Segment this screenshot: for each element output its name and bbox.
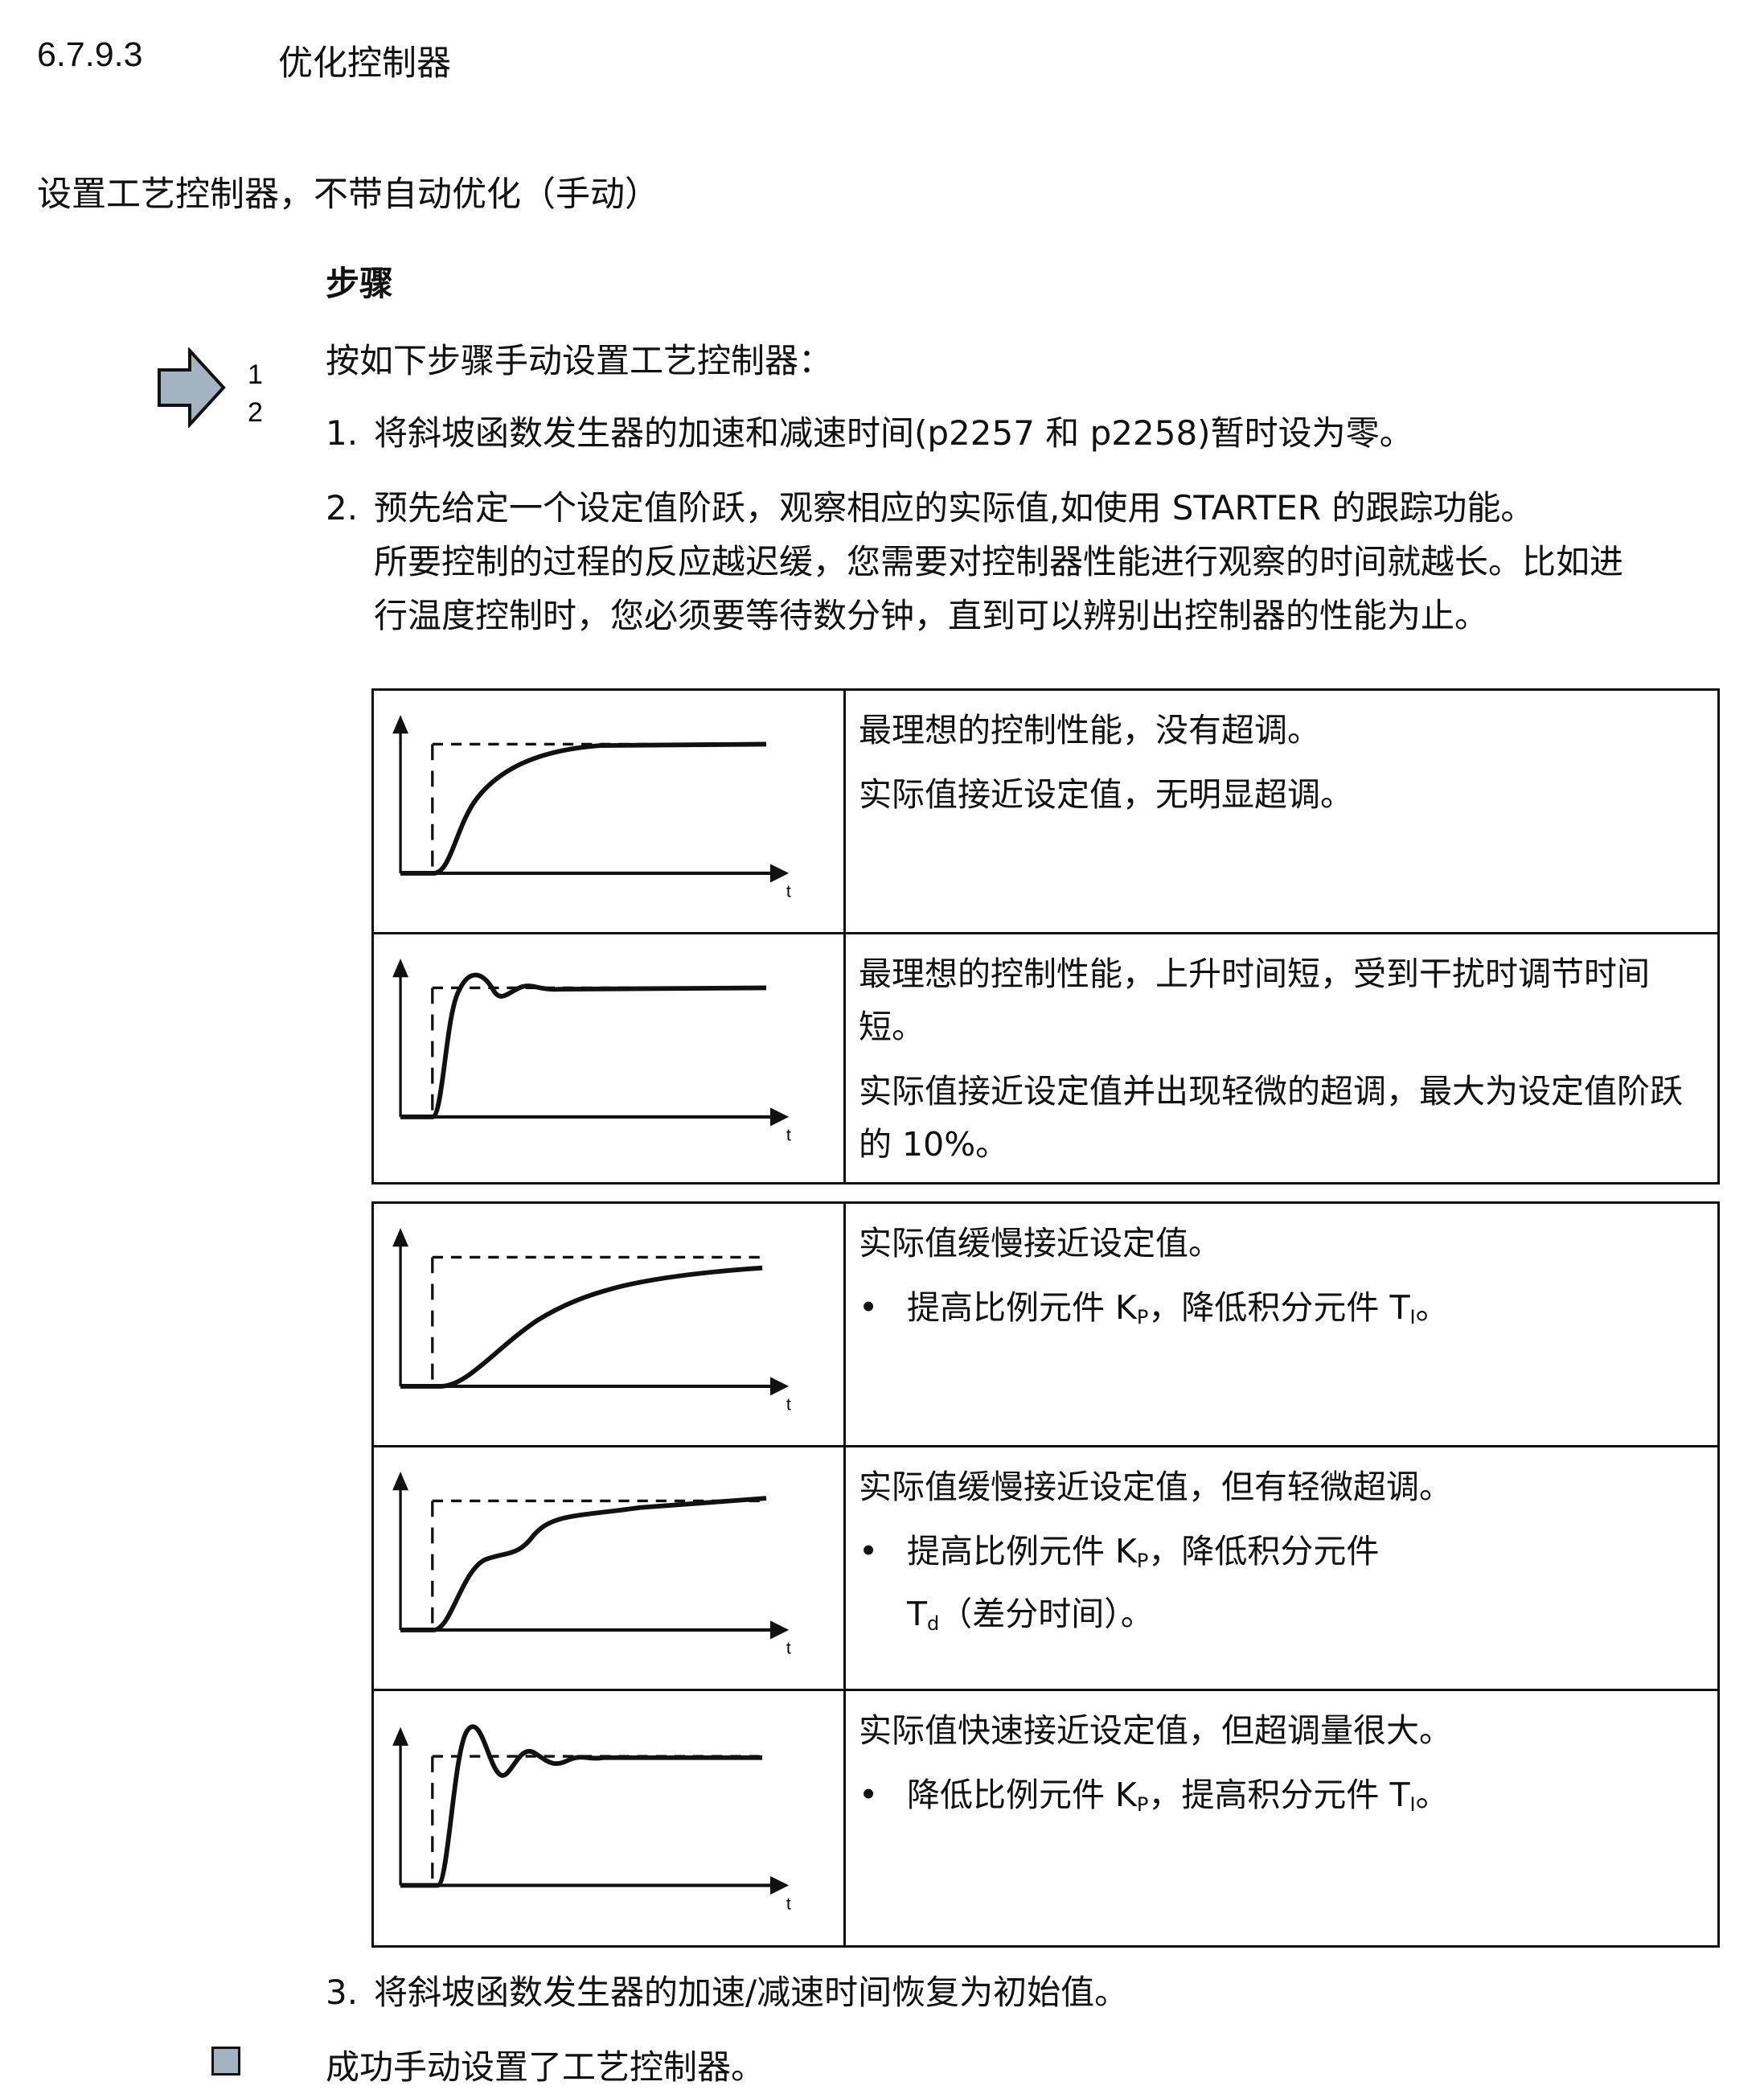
description-title: 最理想的控制性能，上升时间短，受到干扰时调节时间短。 [859, 955, 1650, 1046]
y-axis-arrow-icon [392, 715, 409, 734]
description-title: 最理想的控制性能，没有超调。 [859, 711, 1320, 749]
y-axis-arrow-icon [392, 959, 409, 978]
response-description: 实际值缓慢接近设定值。 • 提高比例元件 KP，降低积分元件 TI。 [843, 1201, 1720, 1447]
y-axis-arrow-icon [392, 1727, 409, 1746]
step-text: 将斜坡函数发生器的加速/减速时间恢复为初始值。 [374, 1973, 1129, 2012]
step-number: 2. [326, 488, 359, 528]
step-text: 行温度控制时，您必须要等待数分钟，直到可以辨别出控制器的性能为止。 [374, 596, 1489, 635]
step-1: 1. 将斜坡函数发生器的加速和减速时间(p2257 和 p2258)暂时设为零。 [326, 407, 1413, 460]
step-number: 1. [326, 413, 359, 453]
table-row: t 实际值快速接近设定值，但超调量很大。 • 降低比例元件 KP，提高积分元件 … [371, 1689, 1720, 1948]
response-curve [400, 1496, 767, 1632]
response-graph-fast-large-overshoot: t [371, 1689, 846, 1948]
x-axis-arrow-icon [770, 1875, 790, 1895]
procedure-result: 成功手动设置了工艺控制器。 [326, 2047, 765, 2087]
description-text: 实际值接近设定值，无明显超调。 [859, 775, 1353, 814]
step-text: 将斜坡函数发生器的加速和减速时间(p2257 和 p2258)暂时设为零。 [374, 413, 1413, 453]
table-row: t 实际值缓慢接近设定值。 • 提高比例元件 KP，降低积分元件 TI。 [371, 1201, 1720, 1447]
x-axis-arrow-icon [770, 864, 790, 883]
icon-number-1: 1 [248, 359, 263, 390]
step-2: 2. 预先给定一个设定值阶跃，观察相应的实际值,如使用 STARTER 的跟踪功… [326, 482, 1623, 635]
step-number: 3. [326, 1973, 359, 2012]
response-curve [400, 972, 767, 1119]
icon-number-2: 2 [248, 397, 263, 428]
step-text: 预先给定一个设定值阶跃，观察相应的实际值,如使用 STARTER 的跟踪功能。 [374, 488, 1535, 528]
time-axis-label: t [786, 1639, 791, 1658]
response-description: 最理想的控制性能，上升时间短，受到干扰时调节时间短。 实际值接近设定值并出现轻微… [843, 932, 1720, 1185]
response-graph-ideal-slight-overshoot: t [371, 932, 846, 1185]
response-description: 实际值缓慢接近设定值，但有轻微超调。 • 提高比例元件 KP，降低积分元件 Td（… [843, 1445, 1720, 1691]
response-description: 最理想的控制性能，没有超调。 实际值接近设定值，无明显超调。 [843, 688, 1720, 934]
response-graph-ideal-no-overshoot: t [371, 688, 846, 934]
response-graph-slow-slight-overshoot: t [371, 1445, 846, 1691]
response-curve [400, 741, 767, 876]
procedure-heading: 步骤 [326, 264, 394, 303]
section-number: 6.7.9.3 [37, 35, 143, 74]
step-text: 所要控制的过程的反应越迟缓，您需要对控制器性能进行观察的时间就越长。比如进 [374, 542, 1624, 581]
x-axis-arrow-icon [770, 1107, 790, 1127]
y-axis-arrow-icon [392, 1228, 409, 1247]
time-axis-label: t [786, 1126, 791, 1145]
response-graph-slow: t [371, 1201, 846, 1447]
section-title: 优化控制器 [278, 44, 451, 83]
y-axis-arrow-icon [392, 1472, 409, 1491]
steps-arrow-icon: 1 2 [158, 347, 270, 428]
response-description: 实际值快速接近设定值，但超调量很大。 • 降低比例元件 KP，提高积分元件 TI… [843, 1689, 1720, 1948]
time-axis-label: t [786, 1894, 791, 1913]
description-title: 实际值快速接近设定值，但超调量很大。 [859, 1711, 1452, 1750]
tuning-advice: • 提高比例元件 KP，降低积分元件 Td（差分时间）。 [859, 1532, 1380, 1635]
response-curve [400, 1265, 763, 1389]
response-curve [400, 1724, 763, 1888]
tuning-advice: • 降低比例元件 KP，提高积分元件 TI。 [859, 1776, 1449, 1816]
table-row: t 最理想的控制性能，没有超调。 实际值接近设定值，无明显超调。 [371, 688, 1720, 934]
description-title: 实际值缓慢接近设定值，但有轻微超调。 [859, 1468, 1452, 1506]
x-axis-arrow-icon [770, 1377, 790, 1396]
step-3: 3. 将斜坡函数发生器的加速/减速时间恢复为初始值。 [326, 1966, 1128, 2019]
description-title: 实际值缓慢接近设定值。 [859, 1224, 1221, 1263]
time-axis-label: t [786, 882, 791, 901]
response-table-tuning: t 实际值缓慢接近设定值。 • 提高比例元件 KP，降低积分元件 TI。 t 实… [371, 1201, 1720, 1948]
tuning-advice: • 提高比例元件 KP，降低积分元件 TI。 [859, 1288, 1449, 1328]
x-axis-arrow-icon [770, 1620, 790, 1640]
description-text: 实际值接近设定值并出现轻微的超调，最大为设定值阶跃的 10%。 [859, 1072, 1683, 1164]
table-row: t 最理想的控制性能，上升时间短，受到干扰时调节时间短。 实际值接近设定值并出现… [371, 932, 1720, 1185]
response-table-optimal: t 最理想的控制性能，没有超调。 实际值接近设定值，无明显超调。 t 最理想的控… [371, 688, 1720, 1185]
result-square-icon [211, 2047, 240, 2076]
time-axis-label: t [786, 1395, 791, 1414]
procedure-intro: 按如下步骤手动设置工艺控制器： [326, 341, 833, 380]
table-row: t 实际值缓慢接近设定值，但有轻微超调。 • 提高比例元件 KP，降低积分元件 T… [371, 1445, 1720, 1691]
page-subtitle: 设置工艺控制器，不带自动优化（手动） [37, 175, 659, 214]
